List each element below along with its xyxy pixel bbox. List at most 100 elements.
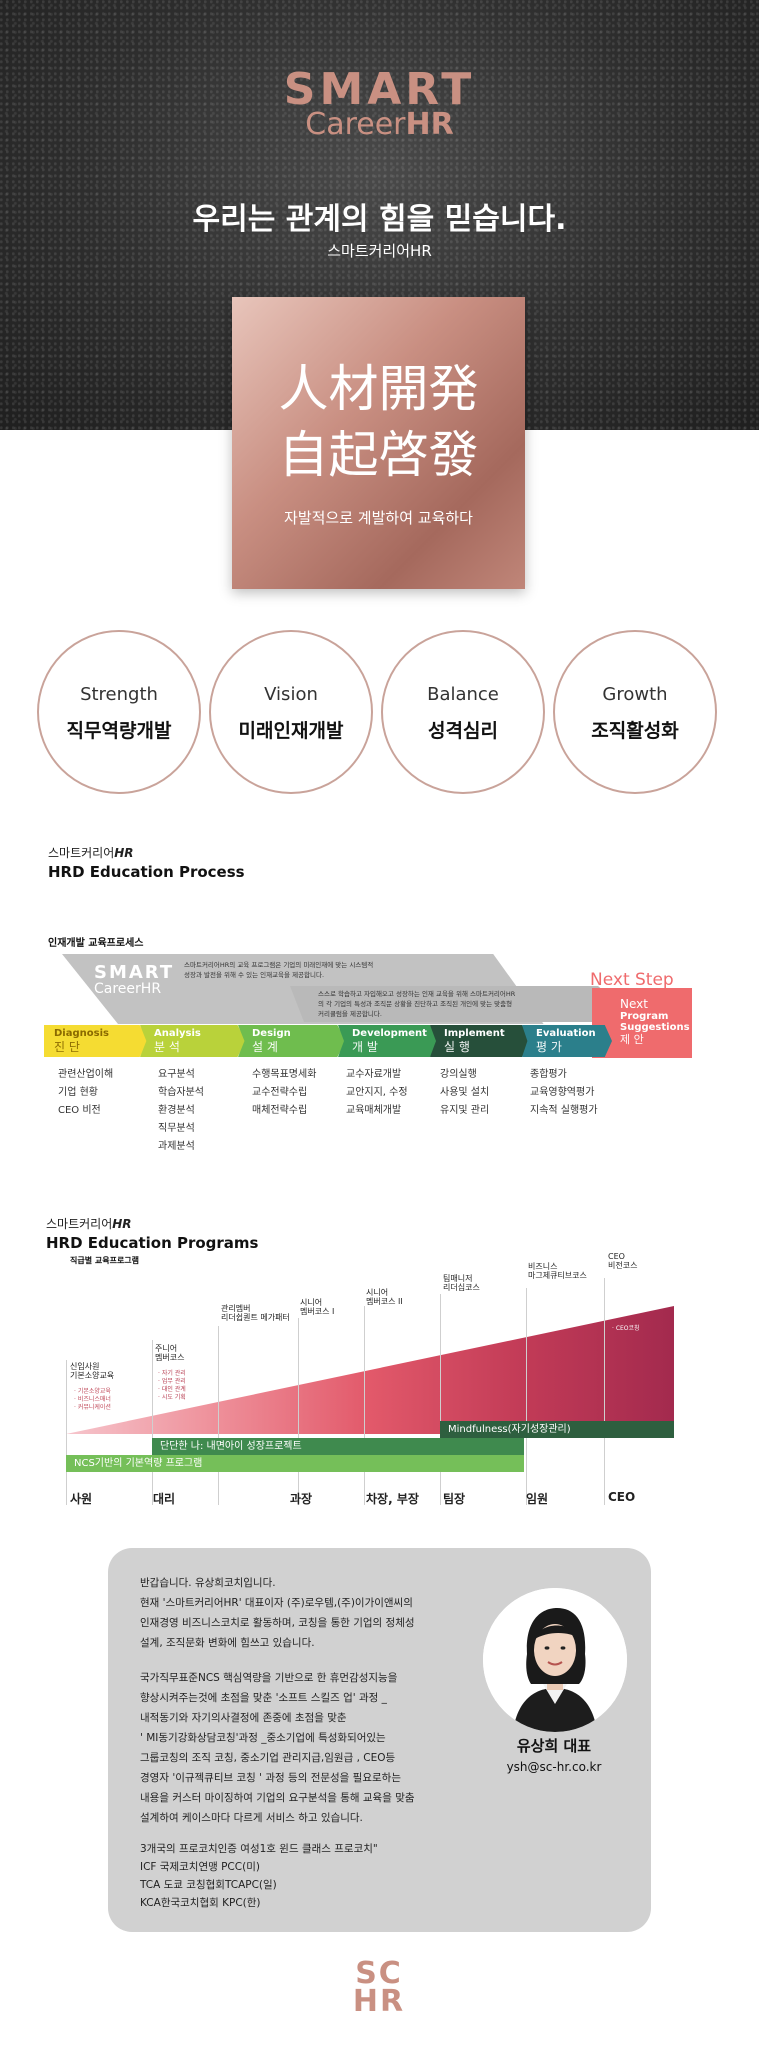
banner-text-2: 스스로 학습하고 자입해오고 성장하는 인재 교육을 위해 스마트커리어HR의 … [318, 990, 516, 1018]
stage-items: · 커리어개발조인관 · 매니지먼트역량 [224, 1330, 272, 1346]
stage-head-line: 주니어 [155, 1344, 178, 1353]
profile-email[interactable]: ysh@sc-hr.co.kr [506, 1760, 602, 1774]
list-item: · 리더쉽 [303, 1324, 324, 1331]
stage-head: 주니어 멤버코스 [155, 1344, 184, 1362]
logo-hr-text: HR [405, 107, 454, 142]
text-line: 경영자 '이규젝큐티브 코칭 ' 과정 등의 전문성을 필요로하는 [140, 1772, 401, 1784]
text-line: 국가직무표준NCS 핵심역량을 기반으로 한 휴먼감성지능을 [140, 1672, 398, 1684]
brand-hr: HR [112, 1217, 132, 1231]
list-item: · 조직 소통 및 자세 [303, 1348, 352, 1355]
list-item: · 조직 인재리드 [303, 1332, 342, 1339]
list-item: · 갈등관리 [369, 1338, 395, 1345]
list-item: · 현장형 전략/실행과정 [446, 1300, 504, 1307]
profile-intro: 반갑습니다. 유상희코치입니다. 현재 '스마트커리어HR' 대표이자 (주)로… [140, 1573, 440, 1653]
stage-items: · 현장형 전략/실행과정 · 비즈니스커뮤니케이션 · 협상/리더쉽 [446, 1300, 505, 1324]
list-item: · (IDP과정함) [303, 1364, 339, 1371]
text-line: TCA 도쿄 코칭협회TCAPC(일) [140, 1879, 277, 1891]
text-line: ' MI동기강화상담코칭'과정 _중소기업에 특성화되어있는 [140, 1732, 386, 1744]
next-step-label: Next Step [590, 970, 674, 990]
list-item: · 매니지먼트역량 [224, 1338, 267, 1345]
list-item: · 협상/리더쉽 [446, 1316, 480, 1323]
list-item: 사용및 설치 [440, 1087, 490, 1098]
programs-brand: 스마트커리어HR [46, 1215, 132, 1232]
brand-text: 스마트커리어 [48, 846, 115, 860]
list-item: 기업 현황 [58, 1087, 98, 1098]
list-item: 강의실행 [440, 1069, 477, 1080]
text-line: 내용을 커스터 마이징하여 기업의 요구분석을 통해 교육을 맞춤 [140, 1792, 415, 1804]
list-item: 학습자분석 [158, 1087, 204, 1098]
list-item: · 기본소양교육 [74, 1388, 111, 1395]
stage-head-line: 리더쉽퀀트 메가패터 [221, 1313, 290, 1322]
step-diagnosis: Diagnosis 진 단 [44, 1025, 148, 1057]
text-line: 내적동기와 자기의사결정에 존중에 초점을 맞춘 [140, 1712, 347, 1724]
programs-label: 직급별 교육프로그램 [70, 1256, 140, 1265]
circle-en: Strength [80, 684, 158, 705]
list-item: 직무분석 [158, 1123, 195, 1134]
stage-head-line: 신입사원 [70, 1362, 100, 1371]
banner-text-1: 스마트커리어HR의 교육 프로그램은 기업의 미래인재에 맞는 시스템적 성장과… [184, 961, 374, 979]
stage-head-line: 관리멤버 [221, 1304, 251, 1313]
step-en: Implement [444, 1028, 505, 1039]
brand-logo-career: CareerHR [0, 108, 759, 142]
stage-items: · 리더쉽 · 조직 인재리드 · 성과관리/팀구성 · 조직 소통 및 자세 … [303, 1324, 353, 1372]
stage-head-line: 멤버코스 I [300, 1307, 335, 1316]
programs-title: HRD Education Programs [46, 1234, 259, 1252]
footer-logo-bottom: HR [352, 1984, 406, 2019]
list-item: · 대인 관계 [158, 1386, 186, 1393]
circle-ko: 성격심리 [428, 720, 498, 742]
text-line: 인재경영 비즈니스코치로 활동하며, 코칭을 통한 기업의 정체성 [140, 1617, 415, 1629]
bar-ncs: NCS기반의 기본역량 프로그램 [66, 1455, 524, 1472]
list-item: · 인문학과 트렌드전략 [531, 1296, 587, 1303]
motto-line-2: 自起啓發 [278, 426, 479, 484]
list-item: 지속적 실행평가 [530, 1105, 598, 1116]
rank-label: 팀장 [443, 1492, 466, 1506]
list-item: · 리더십/커리니케이션 [369, 1314, 425, 1321]
footer-logo-top: SC [355, 1956, 403, 1991]
list-item: 과제분석 [158, 1141, 195, 1152]
rank-label: 차장, 부장 [366, 1492, 419, 1506]
process-banner-secondary [290, 986, 640, 1022]
hero-subtitle: 스마트커리어HR [327, 242, 432, 260]
list-item: 요구분석 [158, 1069, 195, 1080]
banner-logo-smart: SMART [94, 962, 175, 983]
step-en: Design [252, 1028, 291, 1039]
next-box-suggestions: Suggestions [620, 1022, 690, 1033]
list-item: 교육매체개발 [346, 1105, 402, 1116]
process-column-analysis: 요구분석 학습자분석 환경분석 직무분석 과제분석 [158, 1066, 204, 1156]
list-item: 교수전략수립 [252, 1087, 308, 1098]
text-line: 향상시켜주는것에 초점을 맞춘 '소프트 스킬즈 업' 과정 _ [140, 1692, 387, 1704]
text-line: 현재 '스마트커리어HR' 대표이자 (주)로우템,(주)이가이앤씨의 [140, 1597, 413, 1609]
circle-balance: Balance 성격심리 [381, 630, 545, 794]
avatar [483, 1588, 627, 1732]
divider [526, 1288, 527, 1505]
banner-logo-career: CareerHR [94, 981, 162, 997]
text-line: 그룹코칭의 조직 코칭, 중소기업 관리지급,임원급 , CEO등 [140, 1752, 396, 1764]
divider [364, 1306, 365, 1505]
brand-hr: HR [114, 846, 134, 860]
step-implement: Implement 실 행 [430, 1025, 530, 1057]
divider [66, 1360, 67, 1505]
divider [298, 1318, 299, 1505]
list-item: 유지및 관리 [440, 1105, 490, 1116]
circle-ko: 직무역량개발 [66, 720, 172, 742]
step-en: Analysis [154, 1028, 201, 1039]
step-evaluation: Evaluation 평 가 [522, 1025, 612, 1057]
stage-items: · 기본소양교육 · 비즈니스매너 · 커뮤니케이션 [74, 1388, 111, 1412]
list-item: 관련산업이해 [58, 1069, 114, 1080]
process-column-implement: 강의실행 사용및 설치 유지및 관리 [440, 1066, 489, 1120]
list-item: · 조직 활성화 [369, 1330, 403, 1337]
stage-head-line: 마그제큐티브코스 [528, 1271, 587, 1280]
list-item: · CEO코칭 [612, 1325, 640, 1332]
list-item: 종합평가 [530, 1069, 567, 1080]
stage-head-line: 비즈니스 [528, 1262, 558, 1271]
step-en: Evaluation [536, 1028, 596, 1039]
circle-ko: 조직활성화 [591, 720, 679, 742]
stage-items: · CEO코칭 [612, 1325, 640, 1333]
list-item: 매체전략수립 [252, 1105, 308, 1116]
list-item: · 커리어개발조인관 [224, 1330, 272, 1337]
step-analysis: Analysis 분 석 [140, 1025, 246, 1057]
stage-head-line: 리더십코스 [443, 1283, 480, 1292]
text-line: 반갑습니다. 유상희코치입니다. [140, 1577, 276, 1589]
divider [440, 1294, 441, 1505]
motto-subtitle: 자발적으로 계발하여 교육하다 [284, 509, 473, 527]
